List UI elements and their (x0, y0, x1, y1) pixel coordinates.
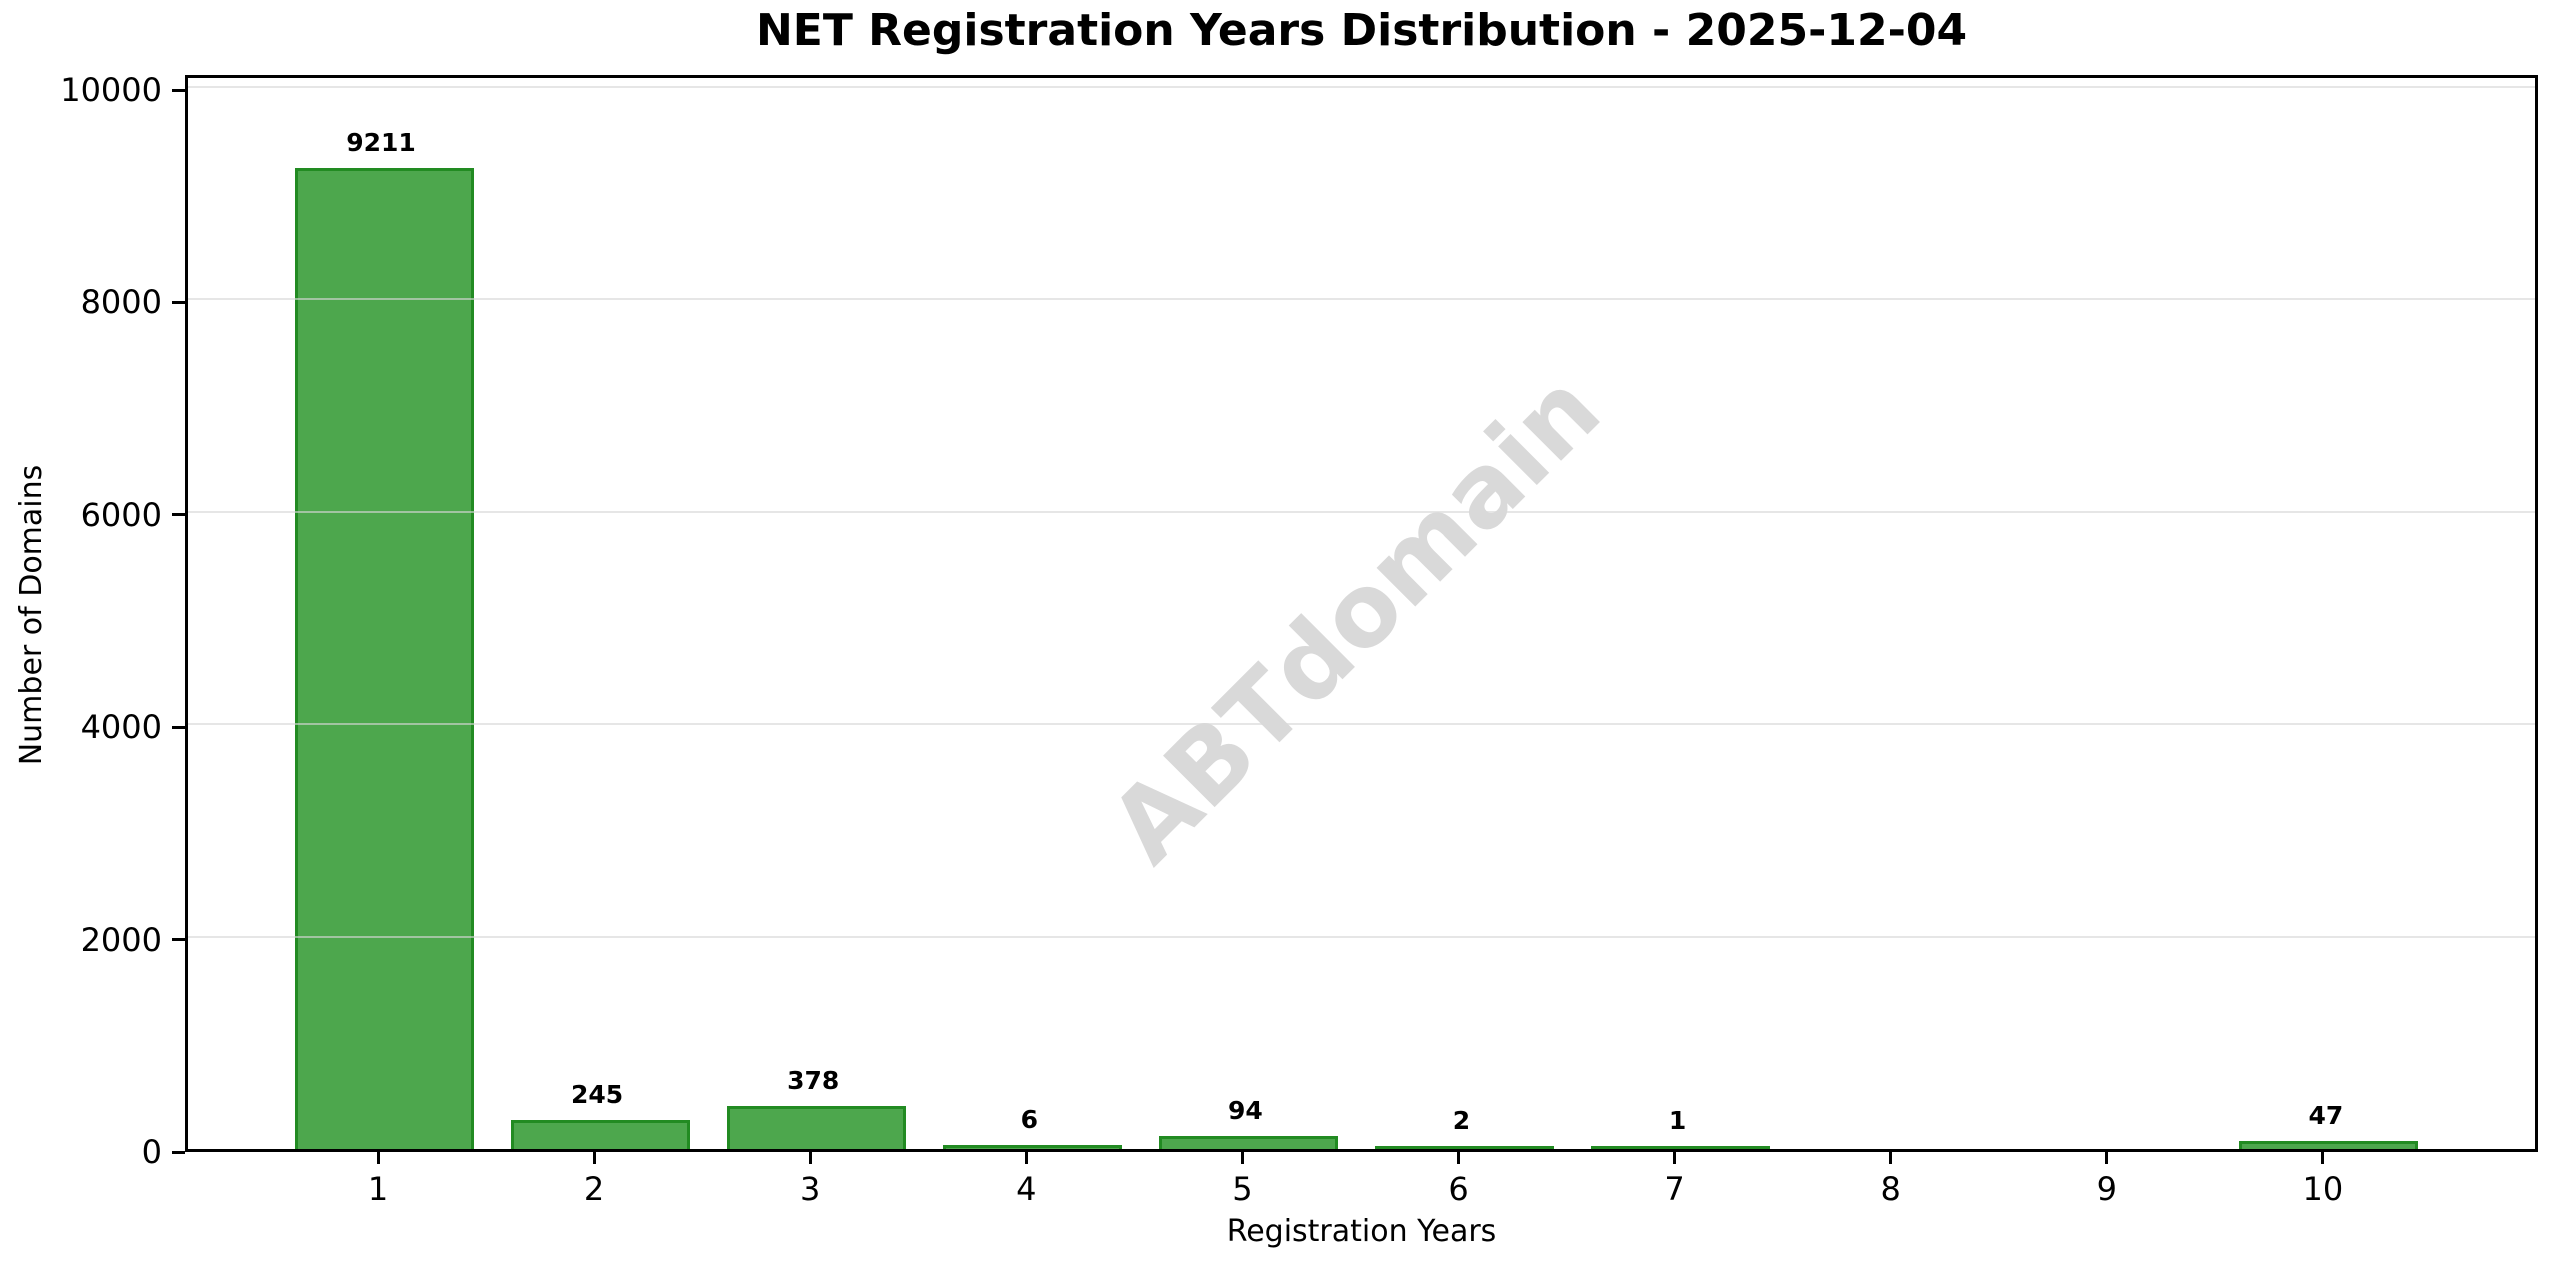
x-tick-mark (1889, 1152, 1893, 1164)
bar-value-label: 47 (2308, 1101, 2344, 1131)
x-tick-label: 2 (583, 1170, 605, 1208)
bar-year-10 (2239, 1141, 2419, 1149)
y-tick-label: 6000 (80, 495, 162, 534)
x-tick-mark (2321, 1152, 2325, 1164)
y-tick-mark (172, 513, 185, 517)
bar-year-2 (510, 1119, 690, 1149)
x-tick-mark (1673, 1152, 1677, 1164)
x-tick-mark (592, 1152, 596, 1164)
y-tick-mark (172, 300, 185, 304)
y-gridline (188, 86, 2535, 88)
watermark: ABTdomain (1087, 350, 1623, 886)
x-tick-mark (376, 1152, 380, 1164)
x-tick-label: 10 (2302, 1170, 2344, 1208)
bar-value-label: 245 (571, 1079, 624, 1109)
x-tick-label: 1 (367, 1170, 389, 1208)
bar-value-label: 94 (1227, 1096, 1263, 1126)
bar-value-label: 378 (787, 1065, 840, 1095)
bar-value-label: 2 (1452, 1105, 1471, 1135)
plot-area: ABTdomain 9211 245 378 6 94 2 1 47 (185, 75, 2538, 1152)
y-tick-label: 2000 (80, 920, 162, 959)
x-tick-label: 3 (800, 1170, 821, 1208)
bar-value-label: 6 (1020, 1105, 1038, 1135)
chart-title: NET Registration Years Distribution - 20… (755, 5, 1968, 56)
x-axis-label: Registration Years (1226, 1214, 1497, 1249)
x-tick-mark (1457, 1152, 1460, 1164)
bar-year-5 (1158, 1136, 1338, 1149)
x-tick-mark (808, 1152, 812, 1164)
y-gridline (188, 298, 2535, 301)
x-tick-mark (1240, 1152, 1244, 1164)
y-tick-label: 0 (141, 1133, 162, 1171)
x-tick-mark (2105, 1152, 2109, 1164)
bar-year-1 (294, 167, 474, 1149)
y-axis-label: Number of Domains (14, 464, 49, 766)
x-tick-label: 9 (2096, 1170, 2117, 1208)
bar-year-6 (1375, 1145, 1554, 1149)
y-tick-label: 8000 (80, 283, 162, 322)
y-gridline (188, 935, 2535, 938)
x-tick-label: 6 (1448, 1170, 1469, 1208)
bar-year-7 (1591, 1145, 1771, 1149)
bar-year-4 (942, 1145, 1122, 1149)
y-tick-mark (172, 1150, 185, 1154)
y-tick-mark (172, 88, 185, 92)
x-tick-label: 7 (1664, 1170, 1685, 1208)
y-tick-mark (172, 938, 185, 942)
y-tick-label: 4000 (80, 708, 162, 747)
bar-value-label: 9211 (346, 127, 416, 157)
y-tick-mark (172, 725, 185, 729)
bar-year-3 (726, 1105, 906, 1149)
x-tick-mark (1024, 1152, 1028, 1164)
y-tick-label: 10000 (60, 71, 162, 109)
y-gridline (188, 510, 2535, 513)
x-tick-label: 5 (1232, 1170, 1253, 1208)
x-tick-label: 8 (1880, 1170, 1901, 1208)
bar-value-label: 1 (1668, 1105, 1687, 1135)
x-tick-label: 4 (1016, 1170, 1037, 1208)
y-gridline (188, 723, 2535, 726)
